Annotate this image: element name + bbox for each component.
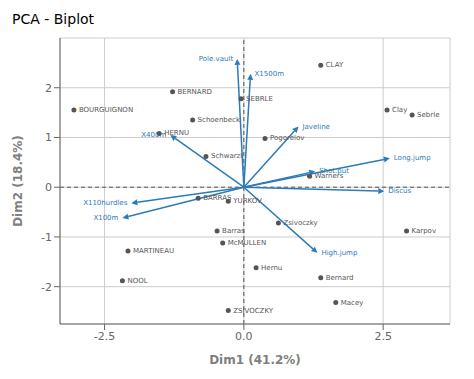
svg-text:0.0: 0.0	[235, 330, 253, 343]
svg-text:Zsivoczky: Zsivoczky	[283, 219, 317, 227]
svg-text:Barras: Barras	[222, 227, 245, 235]
svg-text:Pogorelov: Pogorelov	[270, 134, 304, 142]
svg-text:Schoenbeck: Schoenbeck	[198, 116, 241, 124]
svg-text:-2: -2	[41, 281, 52, 294]
svg-text:BERNARD: BERNARD	[178, 88, 212, 96]
svg-text:Dim2 (18.4%): Dim2 (18.4%)	[11, 135, 25, 227]
svg-text:1: 1	[45, 131, 52, 144]
svg-text:Macey: Macey	[341, 299, 364, 307]
svg-text:SEBRLE: SEBRLE	[246, 95, 273, 103]
svg-text:X110hurdles: X110hurdles	[83, 199, 127, 207]
svg-text:YURKOV: YURKOV	[232, 197, 262, 205]
svg-text:Long.jump: Long.jump	[394, 154, 431, 162]
svg-text:Pole.vault: Pole.vault	[199, 55, 234, 63]
svg-text:0: 0	[45, 181, 52, 194]
svg-text:McMULLEN: McMULLEN	[228, 239, 267, 247]
svg-text:Bernard: Bernard	[326, 274, 354, 282]
html-text:PCA - Biplot: PCA - Biplot	[12, 11, 95, 27]
svg-text:Warners: Warners	[315, 172, 344, 180]
svg-text:BARRAS: BARRAS	[203, 194, 232, 202]
svg-text:CLAY: CLAY	[326, 61, 344, 69]
svg-text:2: 2	[45, 82, 52, 95]
svg-text:ZSIVOCZKY: ZSIVOCZKY	[233, 307, 274, 315]
svg-text:HERNU: HERNU	[164, 129, 189, 137]
svg-text:Dim1 (41.2%): Dim1 (41.2%)	[209, 353, 301, 367]
svg-text:MARTINEAU: MARTINEAU	[133, 247, 174, 255]
svg-text:2.5: 2.5	[374, 330, 392, 343]
svg-text:Schwarzl: Schwarzl	[211, 152, 242, 160]
svg-text:Hernu: Hernu	[261, 264, 282, 272]
svg-text:X1500m: X1500m	[255, 70, 285, 78]
svg-text:X400m: X400m	[141, 131, 166, 139]
svg-text:Javeline: Javeline	[301, 123, 329, 131]
svg-text:BOURGUIGNON: BOURGUIGNON	[79, 106, 133, 114]
svg-text:-1: -1	[41, 231, 52, 244]
svg-text:Discus: Discus	[388, 187, 411, 195]
svg-text:Clay: Clay	[392, 106, 407, 114]
svg-text:X100m: X100m	[93, 214, 118, 222]
svg-text:High.jump: High.jump	[321, 249, 358, 257]
svg-text:Sebrle: Sebrle	[417, 111, 439, 119]
svg-text:NOOL: NOOL	[127, 277, 147, 285]
svg-text:Karpov: Karpov	[412, 227, 437, 235]
svg-text:-2.5: -2.5	[94, 330, 115, 343]
